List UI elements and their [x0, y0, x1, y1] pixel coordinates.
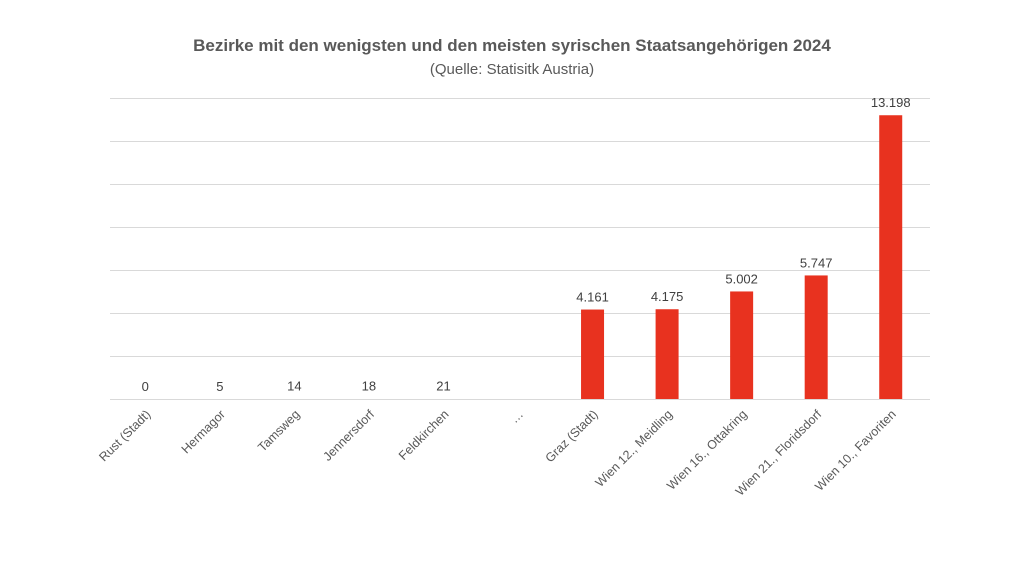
bar [804, 275, 828, 399]
data-label: 4.161 [576, 290, 609, 305]
x-tick-label: Graz (Stadt) [543, 407, 601, 465]
x-tick-label: … [507, 407, 526, 426]
data-label: 21 [436, 379, 450, 394]
data-labels: 0 5 14 18 21 4.161 4.175 5.002 5.747 13.198 [142, 95, 911, 394]
chart-title: Bezirke mit den wenigsten und den meiste… [193, 36, 831, 55]
data-label: 13.198 [871, 95, 911, 110]
data-label: 18 [362, 379, 376, 394]
x-axis-labels: Rust (Stadt) Hermagor Tamsweg Jennersdorf Fe… [96, 407, 899, 499]
gridlines [110, 98, 930, 400]
x-tick-label: Wien 10., Favoriten [812, 407, 899, 494]
data-label: 5 [216, 379, 223, 394]
x-tick-label: Rust (Stadt) [96, 407, 153, 464]
bars [581, 115, 903, 400]
x-tick-label: Hermagor [179, 407, 228, 456]
x-tick-label: Feldkirchen [396, 407, 452, 463]
data-label: 5.002 [725, 271, 758, 286]
x-tick-label: Wien 16., Ottakring [664, 407, 750, 493]
x-tick-label: Wien 12., Meidling [593, 407, 676, 490]
data-label: 5.747 [800, 255, 833, 270]
data-label: 4.175 [651, 289, 684, 304]
x-tick-label: Jennersdorf [320, 407, 377, 464]
chart-subtitle: (Quelle: Statisitk Austria) [429, 61, 595, 78]
bar [879, 115, 903, 400]
bar [655, 309, 679, 399]
x-tick-label: Tamsweg [255, 407, 302, 454]
data-label: 0 [142, 379, 149, 394]
bar [730, 291, 754, 399]
bar [581, 309, 605, 399]
data-label: 14 [287, 379, 301, 394]
x-tick-label: Wien 21., Floridsdorf [733, 407, 825, 499]
